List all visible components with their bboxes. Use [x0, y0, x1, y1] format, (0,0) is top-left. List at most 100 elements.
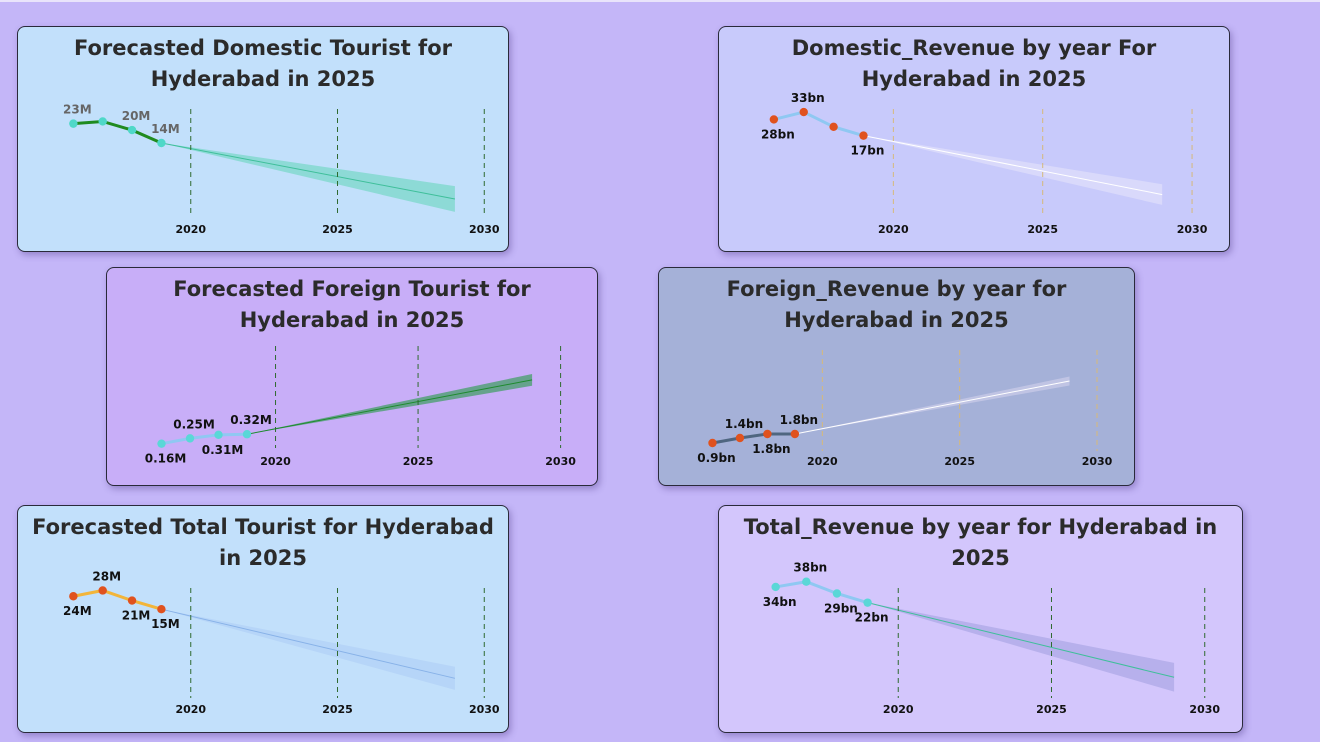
data-label-2018: 1.8bn	[752, 442, 790, 456]
data-label-2017: 33bn	[791, 91, 825, 105]
x-tick-label-2030: 2030	[1189, 703, 1220, 716]
data-point-2018	[127, 125, 137, 135]
forecast-line	[161, 608, 456, 679]
data-point-2018	[832, 589, 842, 598]
data-label-2019: 22bn	[855, 611, 889, 625]
data-point-2017	[799, 107, 808, 117]
chart-title: Forecasted Foreign Tourist for Hyderabad…	[173, 277, 531, 332]
foreign-tourist-plot: 2020 2025 2030 0.16M 0.25M 0.31M 0.32M	[145, 346, 576, 468]
data-label-2019: 1.8bn	[780, 413, 818, 427]
data-label-2019: 15M	[151, 617, 180, 631]
data-point-2016	[708, 438, 717, 448]
data-label-2017: 38bn	[793, 561, 827, 575]
data-point-2016	[157, 439, 166, 448]
total-revenue-chart-card: Total_Revenue by year for Hyderabad in 2…	[718, 505, 1243, 733]
foreign-revenue-plot: 2020 2025 2030 0.9bn 1.4bn 1.8bn 1.8bn	[697, 350, 1113, 468]
forecast-band	[794, 376, 1070, 434]
x-tick-label-2020: 2020	[260, 455, 291, 468]
chart-title: Foreign_Revenue by year for Hyderabad in…	[726, 277, 1067, 332]
series-line	[73, 119, 163, 145]
chart-title: Forecasted Domestic Tourist for Hyderaba…	[74, 36, 452, 91]
foreign-tourist-chart-card: Forecasted Foreign Tourist for Hyderabad…	[106, 267, 598, 486]
domestic-revenue-plot: 2020 2025 2030 28bn 33bn 17bn	[761, 91, 1208, 236]
data-label-2016: 23M	[63, 103, 92, 117]
data-label-2018: 20M	[122, 109, 151, 123]
data-point-2016	[771, 582, 780, 592]
total-tourist-chart-card: Forecasted Total Tourist for Hyderabad i…	[17, 505, 509, 733]
chart-title: Forecasted Total Tourist for Hyderabad i…	[32, 515, 494, 570]
x-tick-label-2025: 2025	[1027, 223, 1058, 236]
data-point-2019	[790, 429, 800, 439]
data-point-2018	[829, 122, 838, 131]
forecast-band	[863, 135, 1163, 205]
domestic-revenue-chart-card: Domestic_Revenue by year For Hyderabad i…	[718, 26, 1230, 252]
x-tick-label-2025: 2025	[944, 455, 975, 468]
data-label-2016: 28bn	[761, 127, 795, 141]
x-tick-label-2020: 2020	[175, 223, 206, 236]
data-point-2019	[242, 430, 252, 439]
data-point-2017	[98, 586, 107, 595]
data-label-2016: 0.9bn	[697, 451, 735, 465]
series-line	[773, 110, 864, 138]
data-point-2017	[185, 434, 195, 443]
chart-title: Total_Revenue by year for Hyderabad in 2…	[743, 515, 1218, 570]
domestic-tourist-chart-card: Forecasted Domestic Tourist for Hyderaba…	[17, 26, 509, 252]
forecast-band	[161, 143, 455, 212]
data-point-2018	[127, 596, 137, 605]
data-label-2016: 34bn	[763, 595, 797, 609]
data-point-2018	[214, 430, 223, 440]
data-label-2019: 0.32M	[230, 413, 272, 427]
x-tick-label-2020: 2020	[807, 455, 838, 468]
data-point-2019	[157, 138, 166, 148]
series-line	[73, 588, 162, 611]
data-point-2016	[69, 592, 78, 601]
data-point-2016	[69, 119, 78, 128]
data-label-2017: 28M	[92, 569, 121, 583]
x-tick-label-2030: 2030	[469, 223, 500, 236]
forecast-band	[161, 609, 455, 690]
top-border	[0, 0, 1320, 2]
data-label-2018: 29bn	[824, 601, 858, 615]
x-tick-label-2020: 2020	[175, 703, 206, 716]
series-line	[775, 580, 869, 605]
forecast-line	[863, 135, 1163, 196]
forecast-line	[161, 142, 456, 200]
forecast-line	[794, 380, 1070, 435]
data-label-2017: 0.25M	[173, 417, 215, 431]
data-point-2019	[859, 131, 868, 140]
foreign-revenue-chart-card: Foreign_Revenue by year for Hyderabad in…	[658, 267, 1135, 486]
x-tick-label-2025: 2025	[322, 703, 353, 716]
x-tick-label-2030: 2030	[1177, 223, 1208, 236]
x-tick-label-2025: 2025	[1036, 703, 1067, 716]
data-point-2016	[769, 115, 779, 124]
data-label-2018: 21M	[122, 609, 151, 623]
forecast-band	[867, 602, 1175, 692]
data-point-2017	[802, 577, 811, 586]
x-tick-label-2025: 2025	[322, 223, 353, 236]
data-label-2016: 24M	[63, 604, 92, 618]
data-point-2019	[863, 598, 872, 607]
x-tick-label-2030: 2030	[545, 455, 576, 468]
data-label-2016: 0.16M	[145, 452, 187, 466]
forecast-band	[247, 373, 533, 435]
data-point-2018	[763, 429, 772, 439]
x-tick-label-2020: 2020	[878, 223, 909, 236]
data-label-2019: 17bn	[851, 144, 885, 158]
data-point-2017	[98, 117, 107, 126]
x-tick-label-2030: 2030	[469, 703, 500, 716]
data-point-2017	[735, 433, 745, 443]
chart-title: Domestic_Revenue by year For Hyderabad i…	[791, 36, 1157, 91]
forecast-line	[246, 379, 533, 435]
data-label-2017: 1.4bn	[725, 417, 763, 431]
data-label-2019: 14M	[151, 122, 180, 136]
x-tick-label-2030: 2030	[1082, 455, 1113, 468]
series-line	[712, 432, 795, 445]
series-line	[161, 432, 248, 446]
forecast-line	[867, 602, 1175, 678]
data-point-2019	[157, 605, 166, 614]
x-tick-label-2025: 2025	[403, 455, 434, 468]
x-tick-label-2020: 2020	[883, 703, 914, 716]
